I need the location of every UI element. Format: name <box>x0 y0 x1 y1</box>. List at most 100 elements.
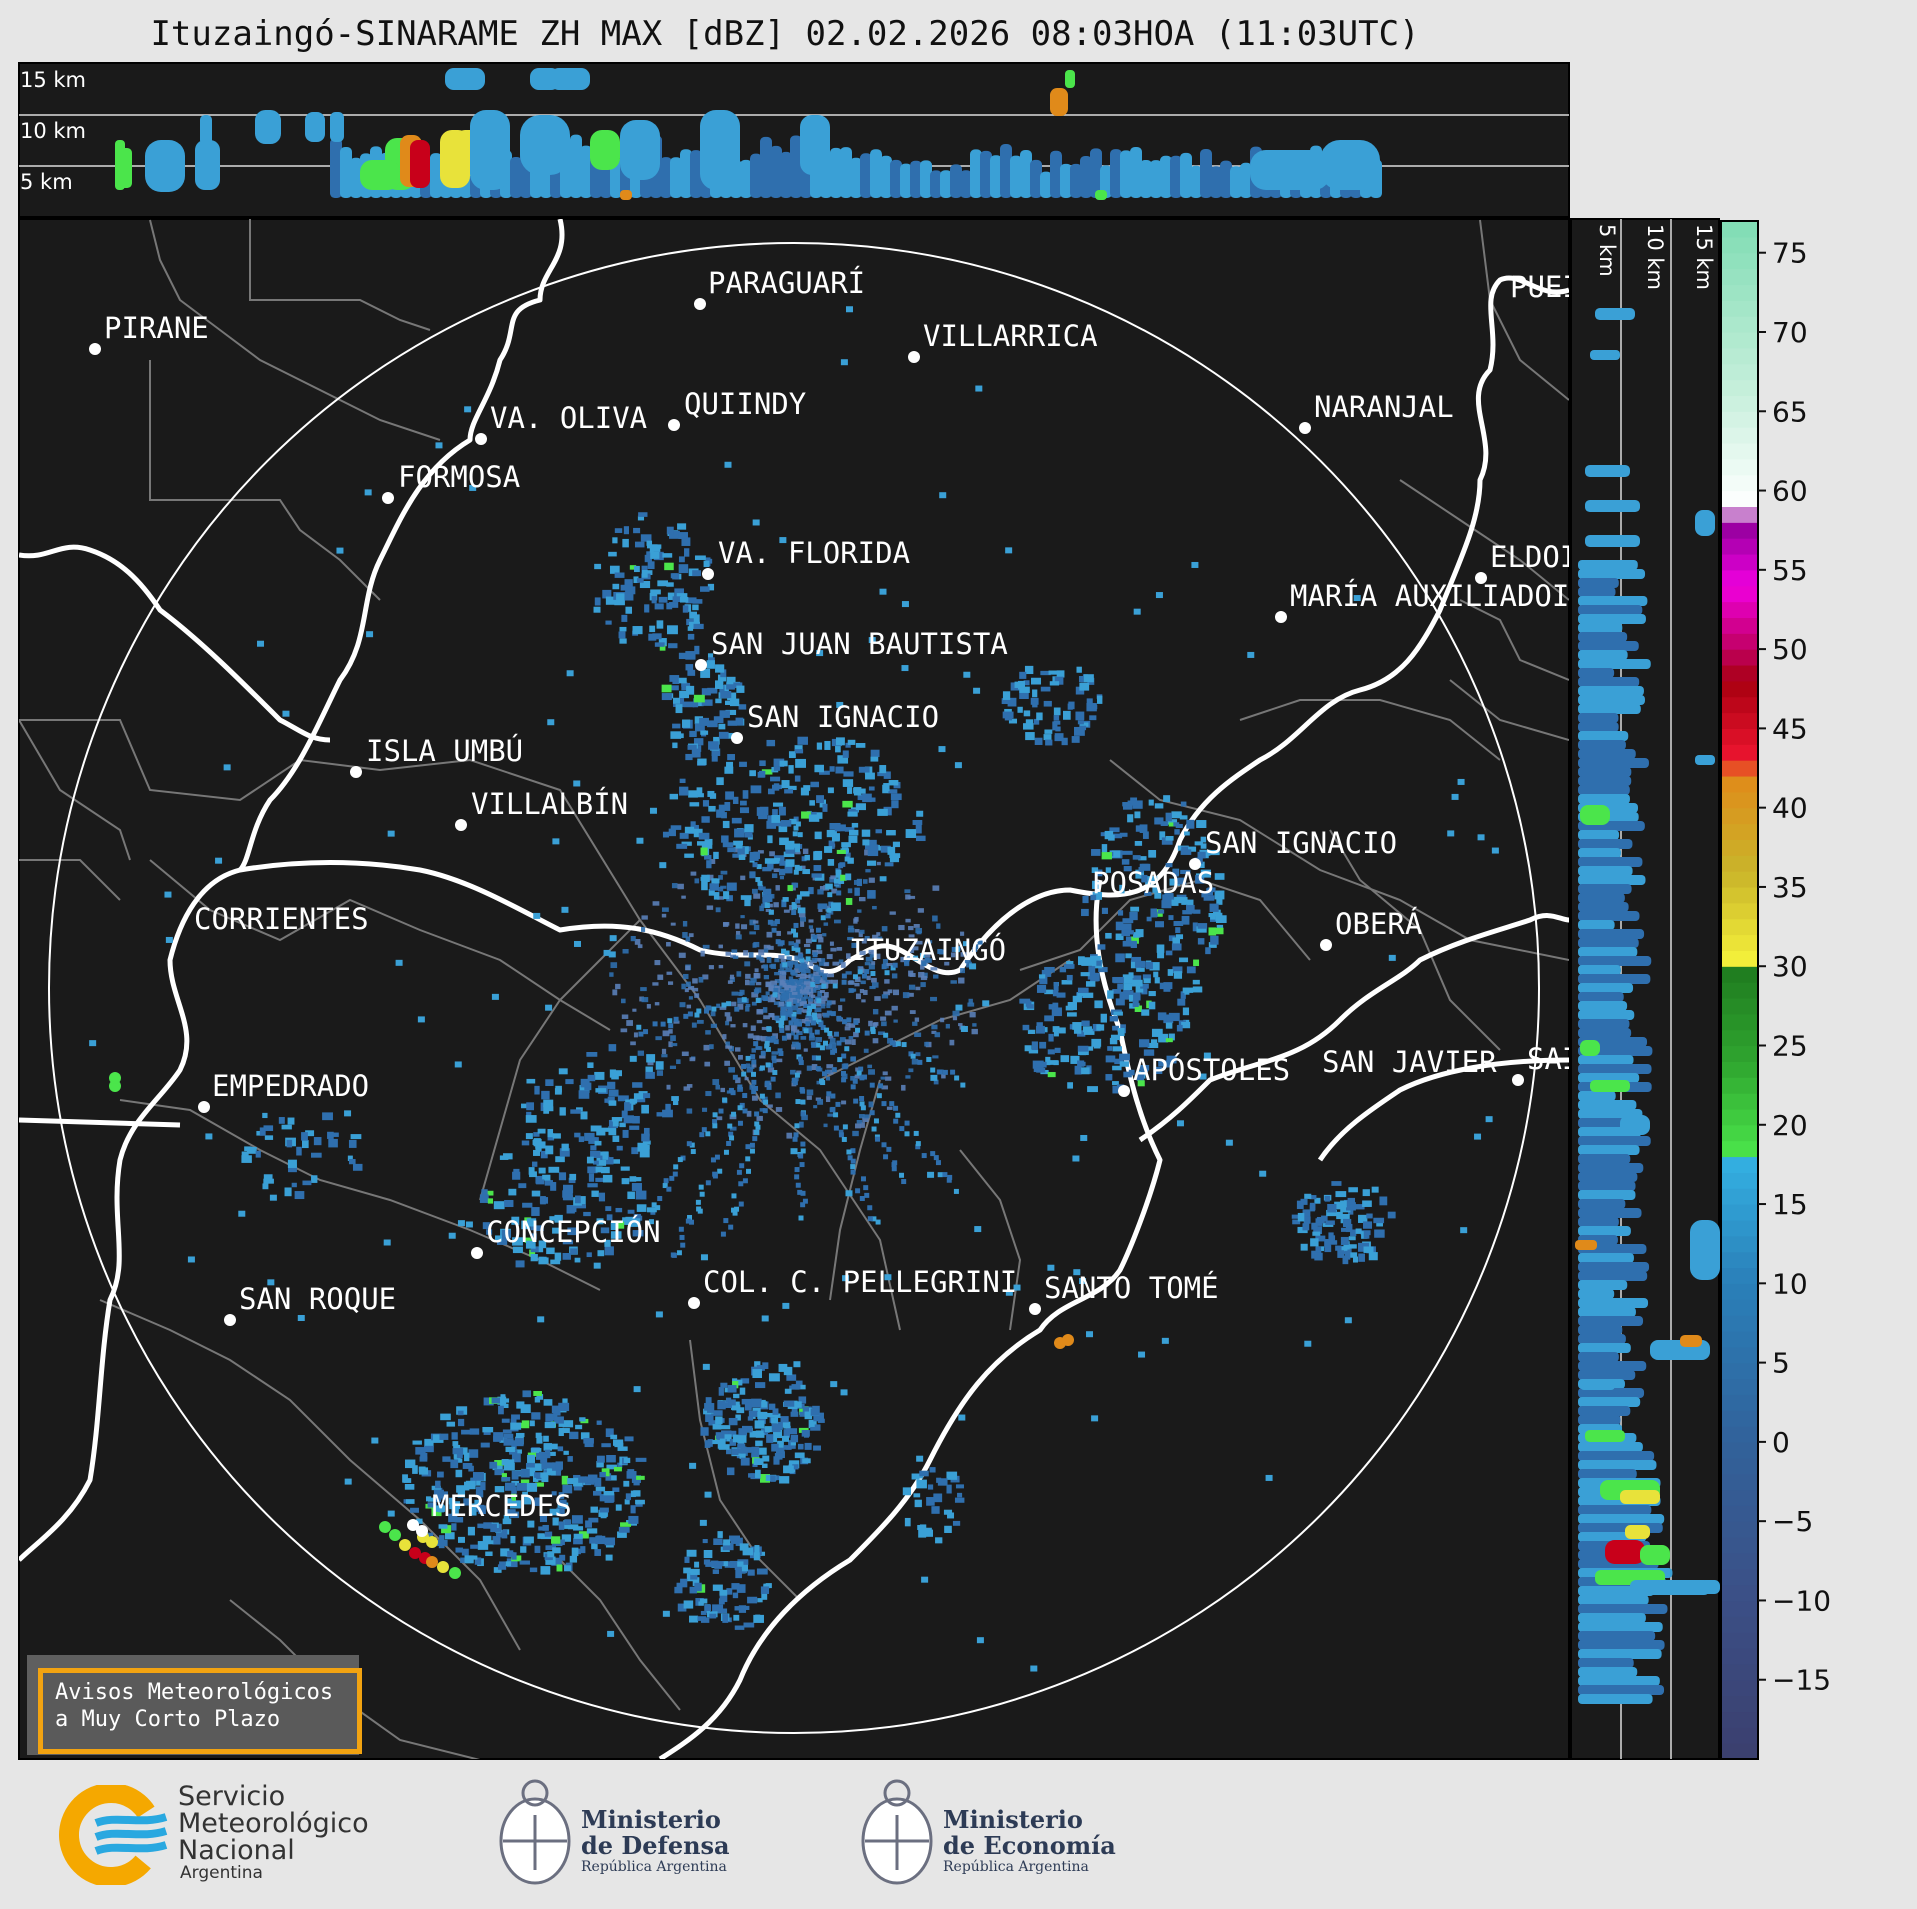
colorbar-band <box>1721 775 1758 793</box>
echo-pixel <box>718 723 726 730</box>
echo-pixel <box>720 885 727 889</box>
echo-pixel <box>954 947 960 953</box>
echo-pixel <box>448 1497 455 1505</box>
echo-pixel <box>700 950 705 957</box>
echo-pixel <box>1123 929 1130 934</box>
echo-pixel <box>666 625 678 635</box>
echo-pixel <box>442 1456 451 1462</box>
echo-pixel <box>1175 934 1184 940</box>
echo-pixel <box>1348 1187 1358 1193</box>
top-echo <box>980 150 992 198</box>
echo-pixel <box>448 1232 456 1239</box>
echo-pixel <box>726 1001 732 1007</box>
echo-pixel <box>779 760 788 767</box>
echo-pixel <box>753 893 761 899</box>
echo-pixel <box>1172 966 1183 974</box>
echo-pixel <box>580 1432 590 1440</box>
echo-pixel <box>913 955 919 961</box>
echo-pixel <box>558 1068 568 1075</box>
colorbar-band <box>1721 490 1758 508</box>
echo-pixel <box>762 1007 768 1013</box>
echo-pixel <box>1134 1005 1142 1012</box>
echo-pixel <box>721 812 727 819</box>
colorbar-band <box>1721 236 1758 254</box>
echo-pixel <box>680 1155 686 1161</box>
echo-pixel <box>1128 994 1136 1002</box>
echo-pixel <box>830 1000 836 1005</box>
echo-pixel <box>791 1017 797 1023</box>
echo-pixel <box>800 1036 807 1040</box>
colorbar-band <box>1721 268 1758 286</box>
side-echo <box>1578 1271 1648 1281</box>
echo-pixel <box>935 1537 943 1544</box>
echo-pixel <box>815 1003 822 1007</box>
echo-pixel <box>556 1564 563 1572</box>
echo-pixel <box>849 988 855 993</box>
echo-pixel <box>891 973 898 979</box>
echo-pixel <box>745 1063 751 1068</box>
echo-pixel <box>946 1177 952 1183</box>
echo-pixel <box>878 1031 885 1036</box>
echo-pixel <box>691 1022 697 1028</box>
echo-pixel <box>814 984 822 988</box>
echo-pixel <box>774 1413 781 1418</box>
echo-pixel <box>872 905 877 910</box>
echo-pixel <box>617 1446 628 1451</box>
echo-pixel <box>627 1469 635 1479</box>
echo-pixel <box>790 1029 796 1036</box>
side-echo <box>1578 668 1615 678</box>
strong-echo <box>426 1536 438 1548</box>
echo-pixel <box>954 762 962 769</box>
echo-pixel <box>578 1476 587 1483</box>
echo-pixel <box>735 1537 743 1546</box>
top-echo <box>330 112 344 142</box>
echo-pixel <box>777 1048 783 1054</box>
echo-pixel <box>596 1218 604 1225</box>
echo-pixel <box>435 442 443 449</box>
echo-pixel <box>707 874 714 881</box>
top-echo <box>470 110 510 190</box>
echo-pixel <box>583 1438 594 1444</box>
echo-pixel <box>537 1128 546 1134</box>
colorbar-band <box>1721 1489 1758 1506</box>
echo-pixel <box>783 1400 795 1407</box>
echo-pixel <box>838 1129 844 1135</box>
echo-pixel <box>759 905 764 912</box>
side-echo <box>1620 1490 1660 1504</box>
echo-pixel <box>1138 856 1147 861</box>
echo-pixel <box>545 1004 553 1011</box>
echo-pixel <box>612 989 618 996</box>
echo-pixel <box>643 1029 649 1035</box>
echo-pixel <box>792 831 798 837</box>
echo-pixel <box>629 565 637 570</box>
colorbar-band <box>1721 1679 1758 1697</box>
echo-pixel <box>726 1448 732 1455</box>
echo-pixel <box>1081 908 1089 917</box>
echo-pixel <box>775 1092 781 1099</box>
aviso-button[interactable]: Avisos Meteorológicos a Muy Corto Plazo <box>38 1668 362 1754</box>
side-echo <box>1585 535 1640 547</box>
echo-pixel <box>469 1428 480 1435</box>
echo-pixel <box>1096 959 1102 966</box>
echo-pixel <box>899 1172 905 1178</box>
echo-pixel <box>564 1565 572 1572</box>
echo-pixel <box>973 944 979 950</box>
echo-pixel <box>1026 1004 1034 1009</box>
echo-pixel <box>703 1008 709 1014</box>
colorbar-band <box>1721 997 1758 1015</box>
side-echo <box>1578 938 1639 948</box>
echo-pixel <box>1041 969 1052 977</box>
echo-pixel <box>941 1074 946 1079</box>
echo-pixel <box>773 1039 779 1045</box>
side-echo <box>1578 1667 1638 1677</box>
echo-pixel <box>813 1105 818 1109</box>
echo-pixel <box>1044 989 1054 995</box>
colorbar-band <box>1721 1251 1758 1269</box>
echo-pixel <box>854 929 860 933</box>
echo-pixel <box>493 1567 502 1573</box>
echo-pixel <box>756 1115 763 1121</box>
echo-pixel <box>728 1430 737 1437</box>
echo-pixel <box>850 1164 856 1170</box>
echo-pixel <box>1176 1024 1183 1032</box>
echo-pixel <box>1167 969 1174 976</box>
